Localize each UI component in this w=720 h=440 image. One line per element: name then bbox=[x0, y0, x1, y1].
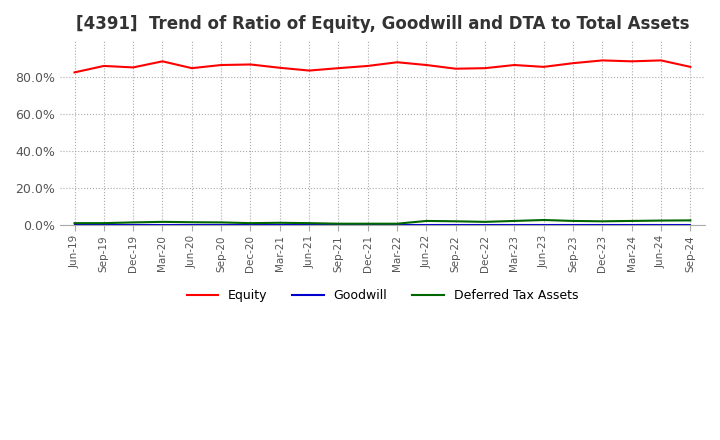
Deferred Tax Assets bbox=[364, 221, 372, 226]
Goodwill bbox=[393, 222, 402, 227]
Deferred Tax Assets bbox=[71, 220, 79, 226]
Goodwill bbox=[305, 222, 313, 227]
Goodwill bbox=[71, 222, 79, 227]
Equity bbox=[569, 61, 577, 66]
Line: Deferred Tax Assets: Deferred Tax Assets bbox=[75, 220, 690, 224]
Goodwill bbox=[187, 222, 196, 227]
Goodwill bbox=[276, 222, 284, 227]
Equity bbox=[305, 68, 313, 73]
Deferred Tax Assets bbox=[187, 220, 196, 225]
Deferred Tax Assets bbox=[276, 220, 284, 225]
Equity bbox=[217, 62, 225, 68]
Goodwill bbox=[129, 222, 138, 227]
Deferred Tax Assets bbox=[217, 220, 225, 225]
Equity bbox=[276, 65, 284, 70]
Deferred Tax Assets bbox=[627, 218, 636, 224]
Equity bbox=[422, 62, 431, 68]
Goodwill bbox=[451, 222, 460, 227]
Title: [4391]  Trend of Ratio of Equity, Goodwill and DTA to Total Assets: [4391] Trend of Ratio of Equity, Goodwil… bbox=[76, 15, 689, 33]
Equity bbox=[598, 58, 607, 63]
Equity bbox=[627, 59, 636, 64]
Goodwill bbox=[99, 222, 108, 227]
Deferred Tax Assets bbox=[393, 221, 402, 226]
Equity bbox=[539, 64, 548, 70]
Deferred Tax Assets bbox=[598, 219, 607, 224]
Goodwill bbox=[158, 222, 167, 227]
Deferred Tax Assets bbox=[246, 220, 255, 226]
Goodwill bbox=[510, 222, 518, 227]
Goodwill bbox=[569, 222, 577, 227]
Deferred Tax Assets bbox=[451, 219, 460, 224]
Deferred Tax Assets bbox=[539, 217, 548, 223]
Goodwill bbox=[686, 222, 695, 227]
Goodwill bbox=[246, 222, 255, 227]
Deferred Tax Assets bbox=[657, 218, 665, 223]
Equity bbox=[158, 59, 167, 64]
Deferred Tax Assets bbox=[569, 218, 577, 224]
Goodwill bbox=[598, 222, 607, 227]
Deferred Tax Assets bbox=[334, 221, 343, 226]
Goodwill bbox=[217, 222, 225, 227]
Equity bbox=[481, 66, 490, 71]
Equity bbox=[657, 58, 665, 63]
Equity bbox=[510, 62, 518, 68]
Goodwill bbox=[627, 222, 636, 227]
Deferred Tax Assets bbox=[99, 220, 108, 226]
Goodwill bbox=[364, 222, 372, 227]
Goodwill bbox=[657, 222, 665, 227]
Equity bbox=[99, 63, 108, 69]
Goodwill bbox=[334, 222, 343, 227]
Equity bbox=[393, 59, 402, 65]
Equity bbox=[364, 63, 372, 69]
Deferred Tax Assets bbox=[129, 220, 138, 225]
Deferred Tax Assets bbox=[305, 220, 313, 226]
Goodwill bbox=[539, 222, 548, 227]
Deferred Tax Assets bbox=[686, 218, 695, 223]
Equity bbox=[71, 70, 79, 75]
Equity bbox=[686, 64, 695, 70]
Goodwill bbox=[422, 222, 431, 227]
Deferred Tax Assets bbox=[510, 218, 518, 224]
Equity bbox=[129, 65, 138, 70]
Equity bbox=[451, 66, 460, 71]
Legend: Equity, Goodwill, Deferred Tax Assets: Equity, Goodwill, Deferred Tax Assets bbox=[181, 284, 583, 307]
Deferred Tax Assets bbox=[422, 218, 431, 224]
Line: Equity: Equity bbox=[75, 60, 690, 73]
Equity bbox=[246, 62, 255, 67]
Deferred Tax Assets bbox=[481, 219, 490, 224]
Goodwill bbox=[481, 222, 490, 227]
Equity bbox=[334, 66, 343, 71]
Deferred Tax Assets bbox=[158, 219, 167, 224]
Equity bbox=[187, 66, 196, 71]
